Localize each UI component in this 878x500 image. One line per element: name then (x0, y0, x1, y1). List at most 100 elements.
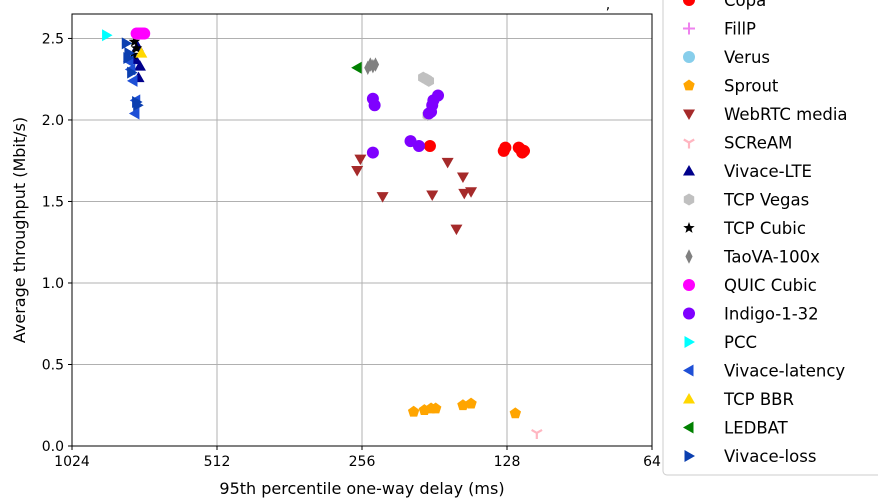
series-ledbat (351, 61, 362, 74)
point-webrtc-media (351, 165, 364, 177)
series-pcc (102, 29, 113, 42)
legend-item-vivace-latency: Vivace-latency (683, 362, 845, 381)
legend-label: TCP Vegas (723, 191, 809, 210)
series-quic-cubic (130, 27, 151, 40)
data-points (102, 27, 543, 439)
legend: Copa FillP Verus Sprout WebRTC media SCReAM Vi… (662, 0, 878, 476)
legend-label: PCC (724, 333, 757, 352)
legend-item-scream: SCReAM (683, 134, 792, 153)
legend-marker-vivace-lte (683, 165, 695, 176)
legend-label: Verus (724, 48, 770, 67)
point-vivace-loss (133, 99, 144, 112)
point-webrtc-media (426, 190, 439, 201)
point-indigo-1-32 (412, 140, 425, 153)
point-tcp-cubic (127, 48, 139, 60)
legend-label: TaoVA-100x (723, 248, 820, 267)
legend-item-pcc: PCC (684, 333, 757, 352)
grid-lines (71, 14, 653, 447)
y-tick-label: 0.0 (42, 439, 64, 455)
legend-label: FillP (724, 20, 756, 39)
point-copa (518, 144, 531, 157)
legend-label: LEDBAT (724, 419, 789, 438)
point-tcp-bbr (135, 47, 148, 58)
legend-item-vivace-lte: Vivace-LTE (683, 162, 812, 181)
legend-marker-indigo-1-32 (683, 307, 695, 320)
point-vivace-loss (127, 66, 138, 79)
point-tcp-cubic (128, 35, 141, 47)
legend-item-indigo-1-32: Indigo-1-32 (683, 305, 819, 324)
legend-item-fillp: FillP (683, 20, 756, 39)
legend-label: Vivace-latency (724, 362, 845, 381)
point-webrtc-media (456, 172, 469, 184)
point-sprout (509, 407, 522, 419)
legend-item-tcp-cubic: TCP Cubic (683, 219, 806, 238)
legend-marker-fillp (683, 22, 695, 35)
legend-marker-tcp-cubic (683, 222, 695, 233)
point-copa (499, 141, 512, 154)
legend-marker-copa (683, 0, 695, 6)
series-indigo-1-32 (366, 89, 445, 159)
legend-label: Sprout (724, 77, 779, 96)
legend-marker-scream (683, 138, 695, 149)
legend-label: TCP Cubic (723, 219, 806, 238)
legend-marker-sprout (683, 79, 695, 91)
legend-item-verus: Verus (683, 48, 770, 67)
point-webrtc-media (458, 188, 471, 200)
point-webrtc-media (354, 154, 367, 166)
legend-marker-tcp-bbr (683, 393, 695, 404)
x-tick-label: 512 (204, 454, 231, 470)
legend-label: Vivace-LTE (724, 162, 812, 181)
series-tcp-cubic (127, 35, 143, 60)
legend-label: Copa (724, 0, 766, 10)
point-sprout (429, 402, 442, 414)
point-indigo-1-32 (368, 99, 381, 112)
legend-marker-taova-100x (685, 249, 693, 264)
point-webrtc-media (450, 224, 463, 236)
point-taova-100x (364, 60, 372, 75)
point-vivace-loss (121, 37, 133, 50)
legend-item-taova-100x: TaoVA-100x (685, 248, 820, 267)
point-scream (531, 429, 543, 439)
point-vivace-loss (123, 52, 134, 65)
series-webrtc-media (351, 154, 478, 236)
legend-item-ledbat: LEDBAT (683, 419, 789, 438)
x-tick-label: 64 (643, 454, 661, 470)
legend-item-sprout: Sprout (683, 77, 779, 96)
legend-label: TCP BBR (723, 390, 794, 409)
legend-marker-webrtc-media (683, 109, 695, 120)
x-axis-label: 95th percentile one-way delay (ms) (219, 479, 504, 498)
point-sprout (407, 405, 420, 417)
series-taova-100x (364, 57, 380, 75)
y-tick-label: 1.0 (42, 276, 64, 292)
legend-item-copa: Copa (683, 0, 766, 10)
point-vivace-latency (126, 74, 138, 87)
series-vivace-loss (121, 37, 144, 112)
legend-item-webrtc-media: WebRTC media (683, 105, 848, 124)
point-indigo-1-32 (432, 89, 445, 102)
y-tick-label: 2.5 (42, 31, 64, 47)
point-ledbat (351, 61, 362, 74)
point-webrtc-media (465, 187, 478, 198)
legend-marker-pcc (684, 336, 695, 348)
point-copa (423, 140, 436, 153)
series-sprout (407, 397, 522, 419)
legend-item-quic-cubic: QUIC Cubic (683, 276, 817, 295)
legend-marker-quic-cubic (683, 279, 695, 291)
point-tcp-vegas (423, 74, 435, 87)
point-vivace-latency (128, 107, 140, 120)
point-webrtc-media (376, 192, 389, 203)
point-sprout (465, 397, 477, 409)
legend-label: Vivace-loss (724, 447, 816, 466)
point-webrtc-media (441, 157, 454, 169)
chart-title-fragment: , (606, 0, 610, 13)
legend-marker-vivace-latency (683, 364, 694, 377)
legend-marker-vivace-loss (684, 450, 695, 462)
legend-label: SCReAM (724, 134, 792, 153)
legend-item-tcp-bbr: TCP BBR (683, 390, 794, 409)
x-tick-label: 1024 (54, 454, 90, 470)
y-tick-label: 2.0 (42, 113, 64, 129)
point-indigo-1-32 (366, 146, 379, 159)
x-tick-label: 256 (349, 454, 376, 470)
axis-ticks: 1024 512 256 128 64 0.0 0.5 1.0 1.5 2.0 2.5 (42, 31, 661, 470)
